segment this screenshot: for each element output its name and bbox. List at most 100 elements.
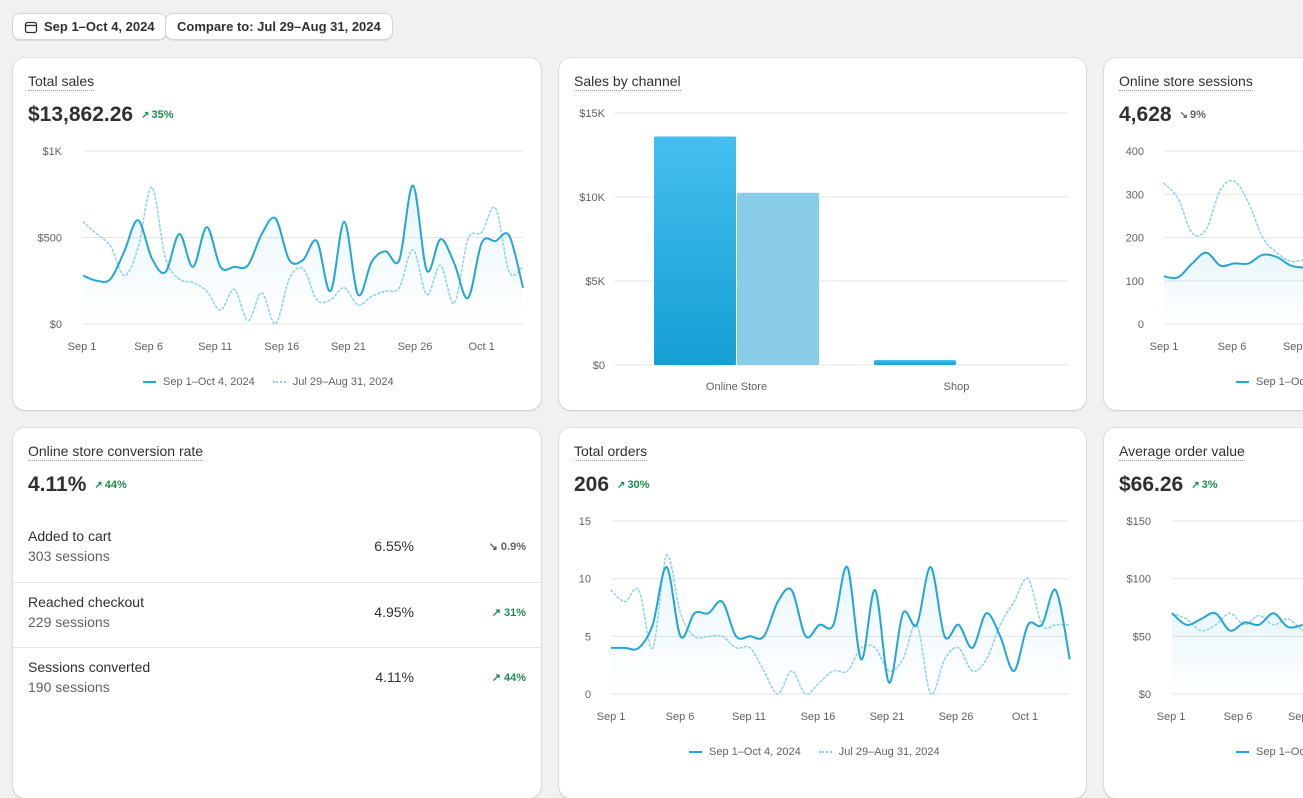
legend-label: Jul 29–Aug 31, 2024 [292,376,394,388]
line-chart[interactable]: 0 100 200 300 400 Sep 1 Sep 6 Sep 11 [1104,58,1303,410]
metric: $13,862.26 ↗ 35% [28,103,174,127]
delta-badge: ↘ 9% [1180,109,1206,121]
metric-value: 206 [574,473,610,496]
x-tick-label: Sep 16 [801,711,836,723]
y-tick-label: $50 [1133,631,1151,643]
y-tick-label: $5K [585,276,605,288]
delta-value: 44% [104,479,127,491]
x-tick-label: Sep 26 [398,341,433,353]
y-tick-label: 10 [579,574,591,586]
y-tick-label: 100 [1126,276,1144,288]
series-line-current [1171,611,1303,632]
arrow-up-icon: ↗ [1191,479,1200,491]
arrow-up-icon: ↗ [94,479,103,491]
sessions-card: Online store sessions 4,628 ↘ 9% 0 100 200 3… [1104,58,1303,410]
metric: 4.11% ↗ 44% [28,473,127,497]
x-tick-label: Sep 11 [1283,341,1303,353]
x-tick-label: Oct 1 [1012,711,1038,723]
x-tick-label: Sep 6 [666,711,695,723]
sales-by-channel-card: Sales by channel $0 $5K $10K $15K Online Sto… [559,58,1086,410]
legend-item-current[interactable]: Sep 1–Oct 4, 2024 [689,746,801,758]
x-tick-label: Sep 11 [1288,711,1303,723]
y-tick-label: $15K [579,108,605,120]
step-delta: ↘ 0.9% [489,540,526,553]
step-delta: ↗ 31% [492,606,526,619]
x-tick-label: Shop [944,381,970,393]
y-tick-label: $1K [42,146,62,158]
y-tick-label: 0 [585,689,591,701]
card-title[interactable]: Total sales [28,73,95,91]
legend-item-current[interactable]: Sep 1–Oct 4, 2024 [1236,746,1303,758]
line-chart[interactable]: 0 5 10 15 Sep 1 Sep 6 Sep 11 Sep 16 Sep 21 Sep 26… [559,428,1086,798]
chart-legend: Sep 1–Oct 4, 2024 [1236,746,1303,758]
legend-label: Sep 1–Oct 4, 2024 [1256,746,1303,758]
y-tick-label: $100 [1127,574,1151,586]
legend-label: Jul 29–Aug 31, 2024 [838,746,940,758]
x-tick-label: Sep 6 [134,341,163,353]
series-area [1172,612,1303,694]
arrow-down-icon: ↘ [1179,109,1188,121]
delta-value: 35% [151,109,174,121]
x-tick-label: Sep 1 [597,711,626,723]
step-label: Added to cart [28,528,112,544]
compare-button[interactable]: Compare to: Jul 29–Aug 31, 2024 [165,13,393,40]
metric-value: 4,628 [1119,103,1172,126]
step-label: Reached checkout [28,594,144,610]
calendar-icon [24,21,38,33]
legend-item-current[interactable]: Sep 1–Oct 4, 2024 [143,376,255,388]
x-tick-label: Sep 11 [198,341,232,353]
delta-value: 3% [1201,479,1218,491]
date-range-button[interactable]: Sep 1–Oct 4, 2024 [12,13,167,40]
y-tick-label: $150 [1127,516,1151,528]
step-rate: 4.11% [375,669,414,685]
x-tick-label: Oct 1 [468,341,494,353]
legend-label: Sep 1–Oct 4, 2024 [163,376,255,388]
y-tick-label: $0 [50,319,62,331]
line-chart[interactable]: $0 $500 $1K Sep 1 Sep 6 Sep 11 Sep 16 Sep 21 Sep… [13,58,541,410]
bar-current [654,136,736,365]
x-tick-label: Sep 1 [68,341,97,353]
delta-badge: ↗ 44% [94,479,126,491]
series-area [1164,252,1303,324]
card-title[interactable]: Online store sessions [1119,73,1253,91]
legend-item-previous[interactable]: Jul 29–Aug 31, 2024 [272,376,394,388]
chart-legend: Sep 1–Oct 4, 2024 Jul 29–Aug 31, 2024 [689,746,958,758]
legend-swatch [818,751,832,753]
bar-chart[interactable]: $0 $5K $10K $15K Online Store Shop [559,58,1086,410]
legend-label: Sep 1–Oct 4, 2024 [709,746,801,758]
total-orders-card: Total orders 206 ↗ 30% 0 5 10 15 Sep 1 Sep 6 Se… [559,428,1086,798]
series-line-previous [1163,179,1303,263]
card-title[interactable]: Sales by channel [574,73,681,91]
series-area [611,566,1070,694]
card-title[interactable]: Average order value [1119,443,1245,461]
step-label: Sessions converted [28,659,151,675]
total-sales-card: Total sales $13,862.26 ↗ 35% $0 $500 $1K Sep… [13,58,541,410]
average-order-value-card: Average order value $66.26 ↗ 3% $0 $50 $100… [1104,428,1303,798]
x-tick-label: Sep 1 [1150,341,1179,353]
series-line-current [611,566,1071,684]
legend-item-current[interactable]: Sep 1–Oct 4, 2024 [1236,376,1303,388]
legend-swatch [272,381,286,383]
x-tick-label: Sep 16 [264,341,299,353]
y-tick-label: 0 [1138,319,1144,331]
arrow-down-icon: ↘ [488,541,501,553]
bar-previous [737,192,819,365]
list-item: Reached checkout 229 sessions 4.95% ↗ 31… [13,582,541,648]
series-line-previous [610,554,1071,696]
step-rate: 6.55% [374,538,414,554]
x-tick-label: Sep 21 [870,711,905,723]
x-tick-label: Sep 6 [1224,711,1253,723]
metric-value: $13,862.26 [28,103,134,126]
step-sessions: 303 sessions [28,548,110,564]
arrow-up-icon: ↗ [491,672,504,684]
line-chart[interactable]: $0 $50 $100 $150 Sep 1 Sep 6 Sep 11 [1104,428,1303,798]
series-line-previous [82,186,524,325]
card-title[interactable]: Online store conversion rate [28,443,204,461]
card-title[interactable]: Total orders [574,443,648,461]
legend-swatch [689,751,702,753]
legend-item-previous[interactable]: Jul 29–Aug 31, 2024 [818,746,940,758]
delta-value: 30% [627,479,650,491]
delta-badge: ↗ 30% [617,479,649,491]
y-tick-label: $10K [579,192,605,204]
y-tick-label: $500 [38,233,62,245]
